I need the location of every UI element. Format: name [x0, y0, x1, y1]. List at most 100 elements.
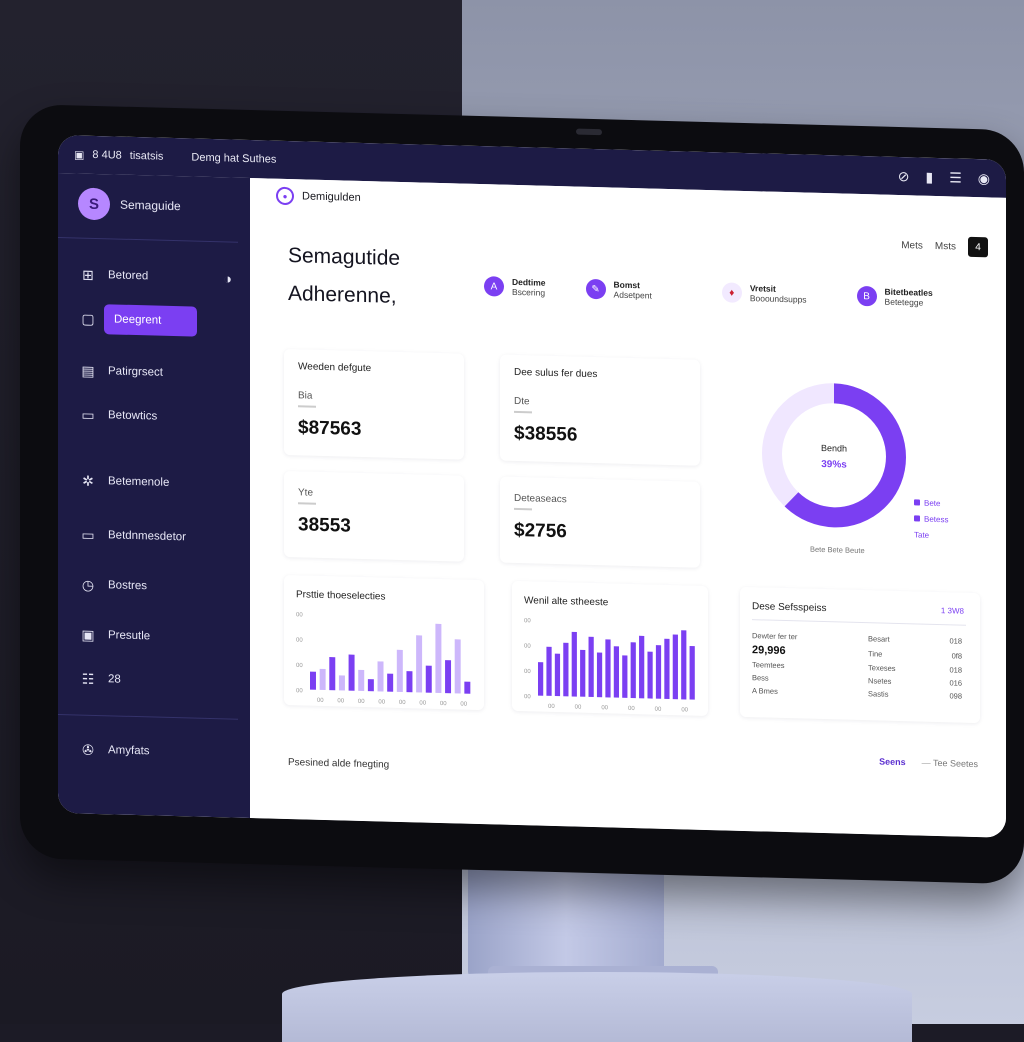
monitor-bezel: ▣ 8 4U8 tisatsis Demg hat Suthes ⊘ ▮ ☰ ◉… — [20, 104, 1024, 885]
bar[interactable] — [464, 681, 471, 694]
sidebar-item-bottom[interactable]: ✇ Amyfats — [58, 727, 250, 776]
help-icon[interactable]: ⊘ — [897, 167, 910, 184]
bar[interactable] — [367, 679, 374, 692]
menu-icon[interactable]: ☰ — [949, 168, 962, 186]
metric-1-line2: Adsetpent — [613, 289, 652, 301]
bar[interactable] — [630, 642, 636, 699]
bar[interactable] — [622, 655, 628, 698]
stat-card-0-title: Weeden defgute — [298, 361, 372, 375]
bar[interactable] — [664, 638, 670, 700]
donut-center-label: Bendh — [821, 443, 847, 454]
y-tick-label: 00 — [296, 688, 303, 694]
bar[interactable] — [563, 642, 569, 697]
metric-3[interactable]: B Bitetbeatles Betetegge — [856, 285, 933, 308]
stat-card-1[interactable]: Dee sulus fer dues Dte $38556 — [500, 354, 700, 466]
bar[interactable] — [445, 660, 452, 694]
settings-icon: ✇ — [82, 741, 94, 758]
x-tick-label: 00 — [681, 707, 688, 713]
sidebar-bottom-nav: ✇ Amyfats — [58, 727, 250, 776]
bar[interactable] — [639, 635, 645, 699]
bar[interactable] — [396, 649, 403, 693]
y-tick-label: 00 — [524, 618, 531, 624]
y-tick-label: 00 — [296, 612, 303, 618]
brand[interactable]: S Semaguide — [58, 172, 238, 243]
bar-chart-2: 00 00 00 00 00 00 00 00 00 00 — [524, 618, 695, 714]
sidebar-item-6[interactable]: ◷ Bostres — [81, 576, 147, 593]
bar[interactable] — [647, 651, 653, 699]
footer-muted-link[interactable]: Tee Seetes — [922, 758, 978, 769]
bar[interactable] — [681, 630, 687, 700]
bar[interactable] — [605, 639, 611, 698]
metric-0[interactable]: A Dedtime Bscering — [484, 276, 546, 298]
bar[interactable] — [377, 661, 384, 692]
header-action-1[interactable]: Msts — [934, 240, 956, 253]
stat-card-3[interactable]: Deteaseacs $2756 — [500, 476, 700, 568]
sidebar-item-3[interactable]: ▭ Betowtics — [81, 406, 158, 423]
y-tick-label: 00 — [524, 669, 531, 675]
stat-card-2[interactable]: Yte 38553 — [284, 470, 464, 562]
bar[interactable] — [588, 636, 594, 698]
bar[interactable] — [571, 631, 577, 697]
metric-3-icon: B — [856, 285, 877, 307]
bar[interactable] — [406, 671, 413, 693]
donut-caption: Bete Bete Beute — [810, 544, 865, 556]
bar[interactable] — [329, 657, 336, 691]
chat-icon: ▭ — [81, 406, 95, 423]
bar[interactable] — [435, 623, 442, 694]
bar[interactable] — [672, 634, 678, 700]
sidebar-item-2[interactable]: ▤ Patirgrsect — [81, 362, 163, 379]
stat-card-1-title: Dee sulus fer dues — [514, 366, 598, 381]
table-flag[interactable]: 1 3W8 — [940, 606, 964, 616]
bar[interactable] — [319, 668, 326, 691]
top-bar-icons: ⊘ ▮ ☰ ◉ — [898, 167, 990, 186]
x-tick-label: 00 — [399, 700, 406, 706]
sidebar-item-1[interactable]: ▢ Deegrent — [58, 296, 250, 345]
help-badge-icon[interactable]: ◑ — [223, 270, 232, 287]
bar[interactable] — [580, 649, 586, 697]
donut-svg: Bendh 39%s — [762, 383, 906, 528]
metric-3-line2: Betetegge — [884, 296, 924, 308]
bar[interactable] — [554, 653, 561, 697]
table-title: Dese Sefsspeiss — [752, 601, 827, 615]
header-action-0[interactable]: Mets — [901, 239, 923, 252]
bar[interactable] — [387, 673, 394, 692]
bar[interactable] — [358, 669, 365, 692]
top-bar-left-label: tisatsis — [129, 149, 164, 163]
donut-center-value: 39%s — [821, 459, 847, 471]
header-actions: Mets Msts 4 — [901, 235, 988, 258]
bar[interactable] — [338, 675, 345, 691]
avatar[interactable]: ◉ — [977, 169, 990, 186]
bar[interactable] — [596, 652, 603, 698]
bar[interactable] — [416, 635, 423, 693]
window-icon[interactable]: ▣ — [74, 148, 85, 162]
header-action-2[interactable]: 4 — [968, 236, 988, 258]
bar[interactable] — [613, 646, 620, 698]
x-tick-label: 00 — [419, 700, 426, 706]
x-tick-label: 00 — [548, 704, 555, 710]
sidebar-item-5[interactable]: ▭ Betdnmesdetor — [81, 526, 186, 544]
bar[interactable] — [546, 646, 552, 696]
footer-link[interactable]: Seens — [879, 756, 906, 768]
stat-card-0[interactable]: Weeden defgute Bia $87563 — [284, 348, 464, 460]
lock-icon[interactable]: ▮ — [925, 168, 934, 185]
x-tick-label: 00 — [628, 706, 635, 712]
metric-2[interactable]: ♦ Vretsit Boooundsupps — [721, 282, 807, 305]
bar[interactable] — [454, 639, 461, 694]
sidebar-item-4[interactable]: ✲ Betemenole — [58, 458, 250, 507]
bar[interactable] — [348, 654, 355, 691]
bar[interactable] — [689, 646, 695, 700]
bar[interactable] — [310, 671, 316, 690]
bar[interactable] — [425, 665, 432, 693]
donut-segment[interactable] — [762, 383, 906, 528]
bar[interactable] — [538, 662, 544, 696]
header-subtitle: Demigulden — [302, 190, 361, 204]
sidebar-item-0[interactable]: ⊞ Betored ◑ — [58, 252, 250, 301]
y-tick-label: 00 — [296, 638, 303, 644]
camera-icon — [576, 128, 602, 136]
sidebar-item-7[interactable]: ▣ Presutle — [81, 626, 151, 643]
brand-logo: S — [78, 187, 110, 221]
sidebar-item-8[interactable]: ☷ 28 — [81, 670, 121, 687]
table-cell: 098 — [949, 691, 962, 701]
metric-1[interactable]: ✎ Bomst Adsetpent — [585, 278, 652, 301]
bar[interactable] — [655, 645, 662, 699]
